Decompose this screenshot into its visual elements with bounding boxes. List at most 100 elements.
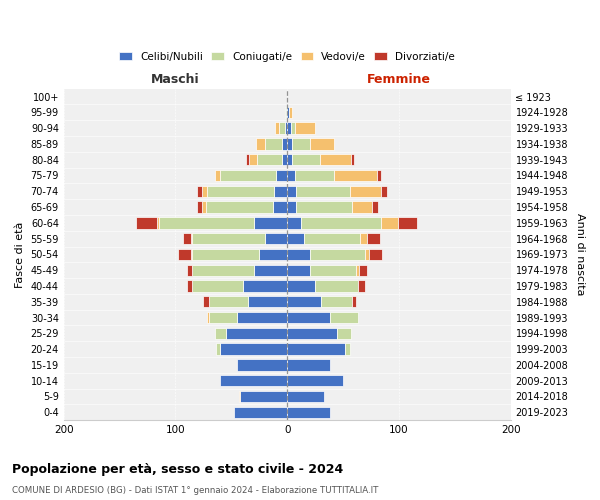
Bar bbox=[290, 122, 295, 134]
Bar bbox=[304, 233, 360, 244]
Bar bbox=[381, 186, 386, 197]
Bar bbox=[359, 264, 367, 276]
Bar bbox=[233, 406, 287, 418]
Bar bbox=[287, 328, 337, 339]
Bar bbox=[287, 344, 345, 355]
Bar bbox=[207, 312, 209, 323]
Bar bbox=[280, 122, 285, 134]
Bar bbox=[289, 106, 292, 118]
Bar bbox=[215, 170, 220, 181]
Bar bbox=[310, 138, 334, 149]
Bar bbox=[287, 391, 324, 402]
Bar bbox=[296, 202, 352, 212]
Legend: Celibi/Nubili, Coniugati/e, Vedovi/e, Divorziati/e: Celibi/Nubili, Coniugati/e, Vedovi/e, Di… bbox=[115, 48, 459, 66]
Bar bbox=[287, 359, 329, 370]
Bar bbox=[365, 248, 369, 260]
Bar bbox=[216, 344, 220, 355]
Bar bbox=[197, 202, 202, 212]
Bar bbox=[352, 202, 372, 212]
Bar bbox=[239, 391, 240, 402]
Bar bbox=[187, 280, 192, 291]
Bar bbox=[287, 186, 296, 197]
Bar bbox=[192, 248, 259, 260]
Bar bbox=[320, 154, 351, 166]
Bar bbox=[292, 154, 320, 166]
Bar bbox=[287, 122, 290, 134]
Bar bbox=[257, 154, 281, 166]
Bar bbox=[296, 186, 350, 197]
Bar bbox=[287, 296, 321, 308]
Bar bbox=[249, 154, 257, 166]
Bar bbox=[192, 233, 265, 244]
Text: Popolazione per età, sesso e stato civile - 2024: Popolazione per età, sesso e stato civil… bbox=[12, 462, 343, 475]
Bar bbox=[209, 312, 237, 323]
Bar bbox=[157, 217, 159, 228]
Bar bbox=[381, 217, 398, 228]
Bar bbox=[287, 406, 329, 418]
Bar bbox=[301, 217, 381, 228]
Bar bbox=[287, 217, 301, 228]
Bar bbox=[254, 217, 287, 228]
Bar bbox=[287, 312, 329, 323]
Bar bbox=[202, 202, 206, 212]
Bar bbox=[237, 312, 287, 323]
Bar bbox=[184, 233, 191, 244]
Bar bbox=[287, 233, 304, 244]
Bar bbox=[287, 248, 310, 260]
Bar bbox=[254, 264, 287, 276]
Bar bbox=[287, 202, 296, 212]
Bar bbox=[207, 186, 274, 197]
Bar bbox=[256, 138, 265, 149]
Bar bbox=[281, 138, 287, 149]
Bar bbox=[265, 233, 287, 244]
Y-axis label: Fasce di età: Fasce di età bbox=[15, 221, 25, 288]
Bar bbox=[398, 217, 417, 228]
Bar bbox=[265, 138, 281, 149]
Bar bbox=[287, 280, 315, 291]
Bar bbox=[192, 280, 242, 291]
Bar bbox=[337, 328, 351, 339]
Bar bbox=[287, 138, 292, 149]
Bar bbox=[285, 122, 287, 134]
Bar bbox=[287, 375, 343, 386]
Y-axis label: Anni di nascita: Anni di nascita bbox=[575, 213, 585, 296]
Bar bbox=[246, 154, 249, 166]
Bar bbox=[226, 328, 287, 339]
Bar bbox=[187, 264, 192, 276]
Text: Femmine: Femmine bbox=[367, 74, 431, 86]
Bar bbox=[215, 328, 226, 339]
Bar bbox=[286, 106, 287, 118]
Bar bbox=[209, 296, 248, 308]
Bar bbox=[287, 264, 310, 276]
Bar bbox=[351, 154, 354, 166]
Bar bbox=[220, 170, 276, 181]
Bar bbox=[287, 106, 289, 118]
Bar bbox=[259, 248, 287, 260]
Bar bbox=[275, 122, 280, 134]
Bar bbox=[192, 264, 254, 276]
Bar bbox=[377, 170, 381, 181]
Bar bbox=[191, 248, 192, 260]
Bar bbox=[220, 375, 287, 386]
Bar bbox=[310, 264, 356, 276]
Bar bbox=[202, 186, 207, 197]
Bar bbox=[287, 170, 295, 181]
Bar bbox=[295, 122, 315, 134]
Text: COMUNE DI ARDESIO (BG) - Dati ISTAT 1° gennaio 2024 - Elaborazione TUTTITALIA.IT: COMUNE DI ARDESIO (BG) - Dati ISTAT 1° g… bbox=[12, 486, 379, 495]
Bar bbox=[272, 202, 287, 212]
Bar bbox=[292, 138, 310, 149]
Text: Maschi: Maschi bbox=[151, 74, 200, 86]
Bar bbox=[203, 296, 209, 308]
Bar bbox=[372, 202, 377, 212]
Bar bbox=[356, 264, 359, 276]
Bar bbox=[274, 186, 287, 197]
Bar bbox=[276, 170, 287, 181]
Bar bbox=[206, 202, 272, 212]
Bar bbox=[240, 391, 287, 402]
Bar bbox=[159, 217, 254, 228]
Bar bbox=[329, 312, 358, 323]
Bar bbox=[358, 280, 365, 291]
Bar bbox=[369, 248, 382, 260]
Bar bbox=[334, 170, 377, 181]
Bar bbox=[237, 359, 287, 370]
